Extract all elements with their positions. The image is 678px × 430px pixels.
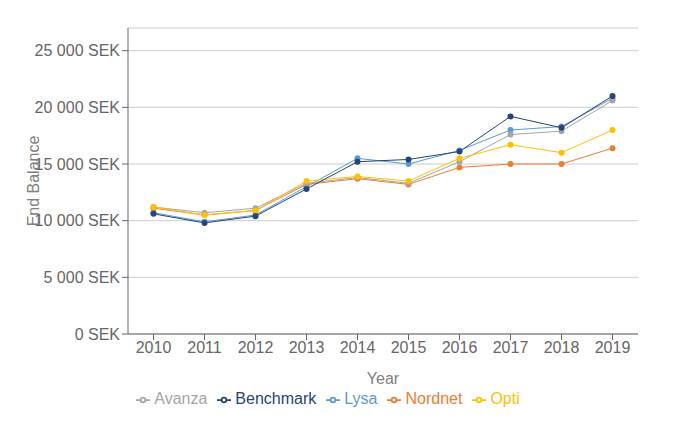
svg-text:2011: 2011 bbox=[187, 339, 222, 356]
svg-text:2018: 2018 bbox=[544, 339, 580, 356]
html-text:Opti: Opti bbox=[490, 390, 520, 407]
html-text:Lysa: Lysa bbox=[344, 390, 378, 407]
svg-text:End Balance: End Balance bbox=[25, 136, 42, 227]
svg-text:Year: Year bbox=[367, 370, 400, 387]
svg-text:0 SEK: 0 SEK bbox=[75, 326, 121, 343]
svg-text:2013: 2013 bbox=[289, 339, 325, 356]
svg-text:20 000 SEK: 20 000 SEK bbox=[35, 99, 121, 116]
svg-text:2016: 2016 bbox=[442, 339, 478, 356]
html-text:Benchmark: Benchmark bbox=[235, 390, 317, 407]
svg-text:2014: 2014 bbox=[340, 339, 376, 356]
svg-text:2012: 2012 bbox=[238, 339, 274, 356]
svg-text:2015: 2015 bbox=[391, 339, 427, 356]
svg-text:5 000 SEK: 5 000 SEK bbox=[44, 269, 121, 286]
svg-text:25 000 SEK: 25 000 SEK bbox=[35, 42, 121, 59]
svg-text:2010: 2010 bbox=[136, 339, 172, 356]
svg-text:15 000 SEK: 15 000 SEK bbox=[35, 156, 121, 173]
svg-text:10 000 SEK: 10 000 SEK bbox=[35, 212, 121, 229]
svg-text:2017: 2017 bbox=[493, 339, 529, 356]
svg-text:2019: 2019 bbox=[595, 339, 631, 356]
html-text:Nordnet: Nordnet bbox=[405, 390, 463, 407]
html-text:Avanza: Avanza bbox=[154, 390, 208, 407]
